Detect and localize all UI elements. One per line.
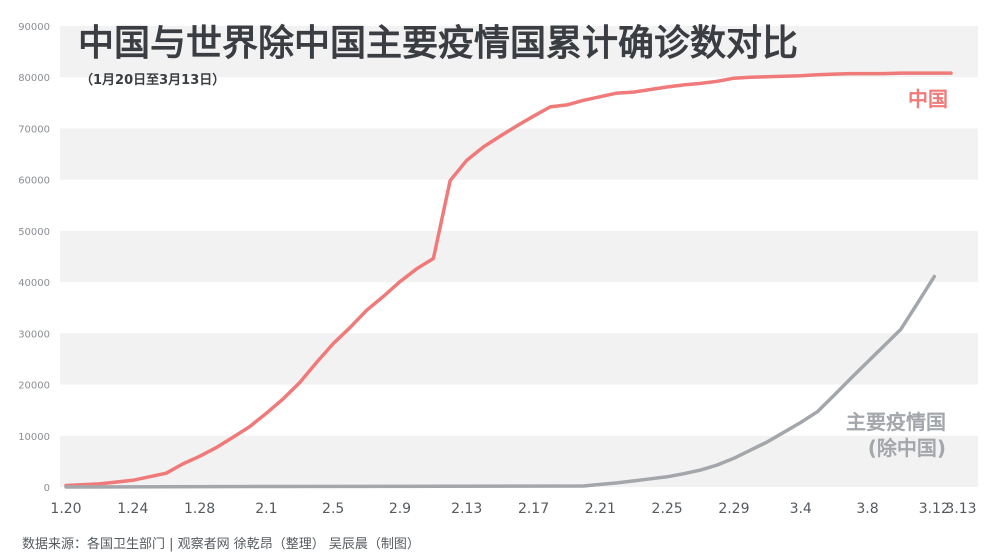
y-tick-label: 40000 [18, 278, 50, 289]
x-tick-label: 1.20 [50, 501, 81, 517]
x-tick-label: 3.8 [856, 501, 878, 517]
series-label-world-line2: (除中国) [867, 436, 946, 460]
grid-band [60, 230, 978, 283]
chart-subtitle: （1月20日至3月13日） [80, 73, 226, 88]
y-tick-label: 20000 [18, 381, 50, 392]
x-tick-label: 2.13 [451, 501, 482, 517]
series-line-china [64, 71, 953, 488]
series-label-world: 主要疫情国 (除中国) [846, 409, 946, 461]
y-tick-label: 80000 [18, 73, 50, 84]
source-note: 数据来源：各国卫生部门 | 观察者网 徐乾昂（整理） 吴辰晨（制图） [22, 537, 420, 552]
x-tick-label: 2.9 [389, 501, 411, 517]
y-tick-label: 50000 [18, 227, 50, 238]
grid-band [60, 26, 978, 78]
grid-band [60, 333, 978, 385]
series-line-world [64, 274, 937, 489]
x-tick-label: 3.4 [790, 501, 812, 517]
y-tick-label: 90000 [18, 22, 50, 33]
x-tick-label: 1.28 [184, 501, 215, 517]
x-tick-label: 1.24 [117, 501, 148, 517]
y-tick-label: 10000 [18, 432, 50, 443]
series-label-world-line1: 主要疫情国 [846, 410, 946, 434]
x-tick-label: 2.5 [322, 501, 344, 517]
y-tick-label: 60000 [18, 176, 50, 187]
x-tick-label: 3.12 [919, 501, 950, 517]
series-label-china: 中国 [908, 87, 948, 111]
x-tick-label: 2.25 [652, 501, 683, 517]
x-tick-label: 2.1 [255, 501, 277, 517]
grid-band [60, 128, 978, 180]
y-tick-label: 0 [44, 483, 50, 494]
grid-band [60, 435, 978, 487]
y-tick-label: 30000 [18, 329, 50, 340]
x-tick-label: 2.17 [518, 501, 549, 517]
y-tick-label: 70000 [18, 124, 50, 135]
x-tick-label: 2.21 [585, 501, 616, 517]
x-tick-label: 2.29 [718, 501, 749, 517]
chart-title: 中国与世界除中国主要疫情国累计确诊数对比 [78, 23, 799, 64]
x-tick-label: 3.13 [945, 501, 976, 517]
